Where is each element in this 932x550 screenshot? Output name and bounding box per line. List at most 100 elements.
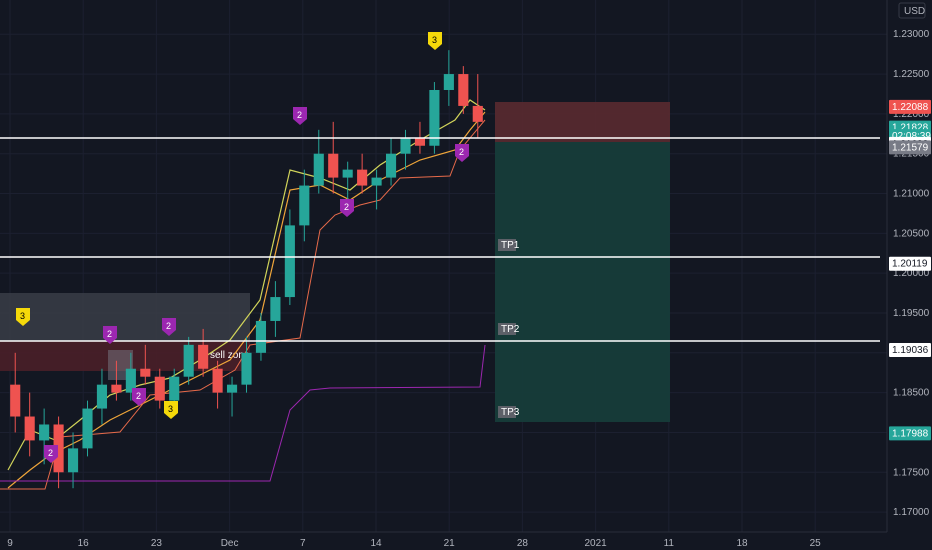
candle-body	[82, 408, 93, 449]
price-tag-text: 1.21828	[892, 123, 929, 134]
y-tick-label: 1.22500	[893, 69, 930, 80]
candle-body	[24, 416, 35, 441]
signal-flag-purple-7: 2	[455, 144, 469, 162]
candle-body	[371, 177, 382, 186]
price-tag	[889, 342, 931, 357]
svg-text:2: 2	[344, 202, 349, 212]
x-tick-label: 21	[444, 538, 456, 549]
x-tick-label: 23	[151, 538, 163, 549]
signal-flag-purple-4: 2	[162, 318, 176, 336]
signal-flag-purple-3: 2	[132, 388, 146, 406]
time-axis[interactable]: 9 16 23 Dec 7 14 21 28 2021 11 18 25	[7, 538, 821, 549]
svg-text:2: 2	[297, 110, 302, 120]
candle-body	[241, 352, 252, 385]
price-tag-text: 02:08:39	[892, 131, 931, 142]
svg-text:3: 3	[20, 311, 25, 321]
candle-body	[342, 169, 353, 178]
candle-body	[226, 384, 238, 393]
y-tick-label: 1.18500	[893, 388, 930, 399]
candle-body	[96, 384, 108, 409]
candle-body	[385, 153, 397, 178]
x-tick-label: 28	[517, 538, 529, 549]
svg-text:2: 2	[48, 448, 53, 458]
x-tick-label: Dec	[221, 538, 239, 549]
price-tag-text: 1.17988	[892, 428, 929, 439]
price-tags: 1.220881.2182802:08:391.216231.215791.20…	[889, 99, 931, 441]
x-tick-label: 16	[78, 538, 90, 549]
svg-text:TP1: TP1	[501, 240, 520, 251]
candle-body	[111, 384, 122, 393]
candle-body	[299, 185, 310, 226]
svg-text:3: 3	[432, 35, 437, 45]
currency-button[interactable]: USD	[898, 2, 926, 19]
y-tick-label: 1.17000	[893, 507, 930, 518]
x-tick-label: 11	[664, 538, 675, 549]
price-tag-text: 1.19036	[892, 345, 929, 356]
y-tick-label: 1.17500	[893, 467, 930, 478]
y-tick-label: 1.19500	[893, 308, 930, 319]
candle-body	[10, 384, 21, 417]
stop-loss-zone[interactable]	[495, 102, 670, 142]
signal-flag-yellow-1: 3	[16, 308, 30, 326]
x-tick-label: 14	[370, 538, 382, 549]
candles	[10, 50, 483, 489]
price-tag	[889, 426, 931, 441]
candle-body	[328, 153, 339, 178]
price-tag-text: 1.21579	[892, 142, 929, 153]
svg-text:3: 3	[168, 404, 173, 414]
candle-body	[400, 137, 411, 154]
signal-flag-yellow-3: 3	[428, 32, 442, 50]
atr-channel-line	[0, 119, 486, 490]
svg-text:2: 2	[136, 391, 141, 401]
ema-fast-line	[7, 111, 486, 489]
candle-body	[67, 448, 79, 473]
candle-body	[154, 376, 165, 401]
candle-body	[429, 89, 440, 146]
x-tick-label: 7	[300, 538, 306, 549]
supply-zone-upper	[0, 293, 250, 341]
svg-text:2: 2	[166, 321, 171, 331]
x-tick-label: 2021	[584, 538, 607, 549]
candle-body	[39, 424, 50, 441]
candle-body	[472, 105, 483, 122]
x-tick-label: 9	[7, 538, 13, 549]
candle-body	[212, 368, 223, 393]
target-zone[interactable]	[495, 142, 670, 422]
candle-body	[53, 424, 64, 473]
candle-body	[313, 153, 324, 186]
svg-text:USD: USD	[904, 6, 925, 17]
signal-flag-purple-6: 2	[340, 199, 354, 217]
svg-text:TP2: TP2	[501, 324, 520, 335]
signal-flag-purple-2: 2	[103, 326, 117, 344]
tp3-label: TP3	[498, 406, 520, 418]
candle-body	[458, 74, 469, 106]
sell-zone-label: sell zone	[210, 350, 250, 361]
y-tick-label: 1.20000	[893, 268, 930, 279]
signal-flag-yellow-2: 3	[164, 401, 178, 419]
y-tick-label: 1.22000	[893, 109, 930, 120]
candle-body	[284, 225, 295, 298]
candle-body	[183, 344, 194, 377]
candle-body	[357, 169, 368, 186]
svg-text:2: 2	[107, 329, 112, 339]
tp1-label: TP1	[498, 239, 520, 251]
svg-text:2: 2	[459, 147, 464, 157]
svg-text:TP3: TP3	[501, 407, 520, 418]
x-tick-label: 25	[810, 538, 822, 549]
candle-body	[270, 297, 281, 321]
price-tag	[889, 99, 931, 114]
price-tag-text: 1.20119	[892, 259, 928, 270]
purple-trail-line	[0, 344, 486, 482]
signal-flag-purple-1: 2	[44, 445, 58, 463]
candle-body	[125, 368, 136, 393]
y-tick-label: 1.21000	[893, 189, 930, 200]
tp2-label: TP2	[498, 323, 520, 335]
x-tick-label: 18	[736, 538, 748, 549]
candle-body	[198, 344, 209, 369]
candle-body	[414, 137, 426, 146]
y-tick-label: 1.23000	[893, 29, 930, 40]
price-tag	[889, 140, 931, 155]
candle-body	[255, 320, 267, 353]
y-tick-label: 1.20500	[893, 228, 930, 239]
